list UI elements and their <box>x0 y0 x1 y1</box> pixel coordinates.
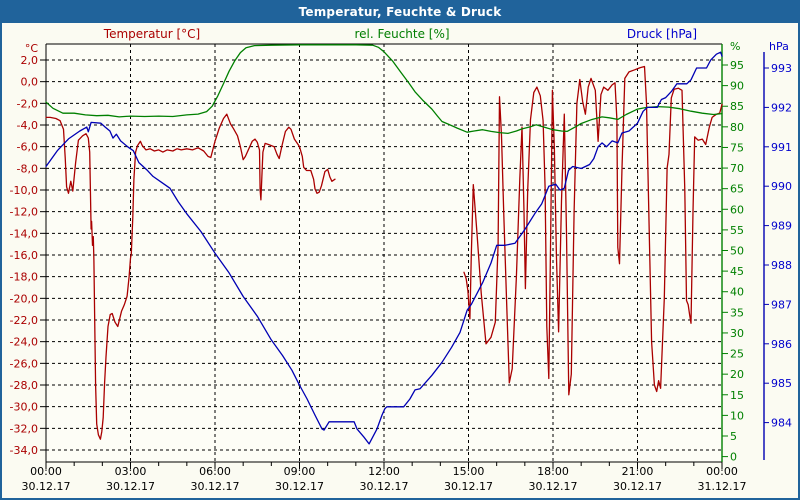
temperature-tick-label: -10,0 <box>10 184 38 197</box>
pressure-axis-title: Druck [hPa] <box>626 27 698 41</box>
pressure-tick-label: 991 <box>771 141 792 154</box>
time-tick-label: 00:00 <box>706 465 738 478</box>
humidity-tick-label: 15 <box>730 389 744 402</box>
pressure-tick-label: 984 <box>771 417 792 430</box>
time-tick-label: 12:00 <box>368 465 400 478</box>
temperature-tick-label: -32,0 <box>10 422 38 435</box>
date-tick-label: 30.12.17 <box>360 480 409 493</box>
temperature-tick-label: -18,0 <box>10 271 38 284</box>
temperature-tick-label: -28,0 <box>10 379 38 392</box>
date-tick-label: 30.12.17 <box>529 480 578 493</box>
time-tick-label: 03:00 <box>115 465 147 478</box>
date-tick-label: 30.12.17 <box>613 480 662 493</box>
time-tick-label: 15:00 <box>453 465 485 478</box>
temperature-tick-label: -6,0 <box>17 141 38 154</box>
pressure-tick-label: 987 <box>771 298 792 311</box>
humidity-tick-label: 55 <box>730 224 744 237</box>
date-tick-label: 31.12.17 <box>698 480 747 493</box>
temperature-tick-label: -12,0 <box>10 206 38 219</box>
humidity-tick-label: 85 <box>730 100 744 113</box>
date-tick-label: 30.12.17 <box>444 480 493 493</box>
pressure-tick-label: 989 <box>771 220 792 233</box>
humidity-unit-label: % <box>730 40 740 53</box>
humidity-tick-label: 5 <box>730 430 737 443</box>
humidity-tick-label: 95 <box>730 59 744 72</box>
humidity-tick-label: 75 <box>730 141 744 154</box>
humidity-tick-label: 30 <box>730 327 744 340</box>
temperature-tick-label: -14,0 <box>10 227 38 240</box>
date-tick-label: 30.12.17 <box>106 480 155 493</box>
pressure-tick-label: 992 <box>771 101 792 114</box>
date-tick-label: 30.12.17 <box>191 480 240 493</box>
humidity-tick-label: 0 <box>730 451 737 464</box>
humidity-tick-label: 60 <box>730 203 744 216</box>
time-tick-label: 21:00 <box>622 465 654 478</box>
humidity-tick-label: 65 <box>730 183 744 196</box>
humidity-tick-label: 45 <box>730 265 744 278</box>
temperatur-series-line <box>45 113 336 440</box>
pressure-tick-label: 986 <box>771 338 792 351</box>
rel-feuchte-series-line <box>45 44 723 135</box>
humidity-tick-label: 25 <box>730 348 744 361</box>
temperature-tick-label: -20,0 <box>10 292 38 305</box>
temperature-tick-label: -26,0 <box>10 357 38 370</box>
humidity-tick-label: 50 <box>730 245 744 258</box>
temperature-axis-title: Temperatur [°C] <box>103 27 201 41</box>
temperature-tick-label: 2,0 <box>21 54 39 67</box>
date-tick-label: 30.12.17 <box>22 480 71 493</box>
pressure-tick-label: 990 <box>771 180 792 193</box>
date-tick-label: 30.12.17 <box>275 480 324 493</box>
pressure-tick-label: 988 <box>771 259 792 272</box>
temperature-tick-label: -8,0 <box>17 162 38 175</box>
druck-series-line <box>45 51 723 445</box>
pressure-tick-label: 993 <box>771 62 792 75</box>
humidity-axis-title: rel. Feuchte [%] <box>354 27 450 41</box>
time-tick-label: 00:00 <box>30 465 62 478</box>
temperature-tick-label: -30,0 <box>10 401 38 414</box>
humidity-tick-label: 20 <box>730 368 744 381</box>
time-tick-label: 18:00 <box>537 465 569 478</box>
window-title: Temperatur, Feuchte & Druck <box>298 5 502 19</box>
humidity-tick-label: 70 <box>730 162 744 175</box>
temperature-tick-label: -16,0 <box>10 249 38 262</box>
time-tick-label: 06:00 <box>199 465 231 478</box>
window-title-bar: Temperatur, Feuchte & Druck <box>2 2 798 23</box>
temperature-tick-label: -2,0 <box>17 97 38 110</box>
pressure-tick-label: 985 <box>771 377 792 390</box>
temperature-tick-label: -24,0 <box>10 336 38 349</box>
temperature-tick-label: -4,0 <box>17 119 38 132</box>
humidity-tick-label: 80 <box>730 121 744 134</box>
temperature-tick-label: -22,0 <box>10 314 38 327</box>
humidity-tick-label: 10 <box>730 409 744 422</box>
humidity-tick-label: 35 <box>730 306 744 319</box>
temperature-unit-label: °C <box>25 42 39 55</box>
humidity-tick-label: 90 <box>730 80 744 93</box>
temperature-tick-label: 0,0 <box>21 76 39 89</box>
temperatur-series-line <box>463 65 723 396</box>
temperature-tick-label: -34,0 <box>10 444 38 457</box>
time-tick-label: 09:00 <box>284 465 316 478</box>
humidity-tick-label: 40 <box>730 286 744 299</box>
pressure-unit-label: hPa <box>769 40 789 53</box>
